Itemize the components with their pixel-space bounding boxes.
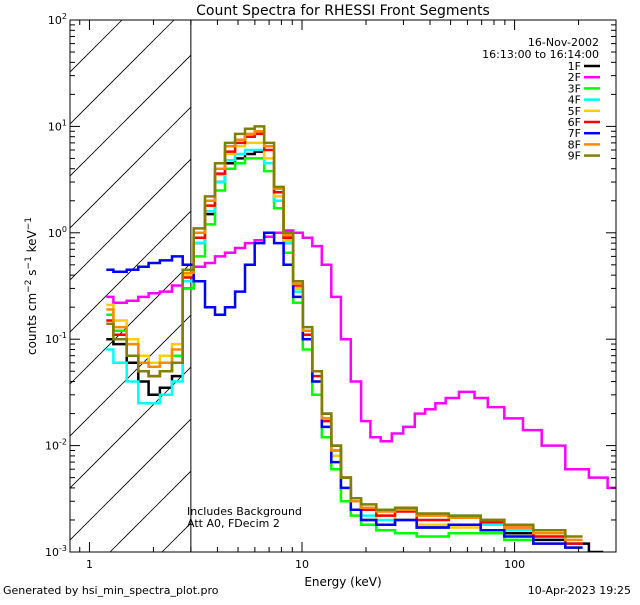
hatch-line	[70, 262, 191, 385]
legend-label-9F: 9F	[568, 150, 581, 163]
hatch-line	[70, 20, 175, 125]
y-tick-label: 101	[48, 118, 67, 133]
legend-label-5F: 5F	[568, 105, 581, 118]
hatch-line	[70, 20, 71, 21]
hatch-line	[422, 20, 640, 552]
y-tick-label: 10-3	[45, 544, 67, 559]
plot-frame	[69, 19, 617, 553]
y-axis-label: counts cm−2 s−1 keV−1	[24, 217, 39, 355]
hatch-line	[266, 20, 640, 552]
hatch-line	[109, 470, 191, 552]
footer-timestamp: 10-Apr-2023 19:25	[527, 584, 631, 597]
time-range-annotation: 16:13:00 to 16:14:00	[482, 48, 599, 61]
hatch-line	[70, 20, 123, 73]
x-tick-label: 1	[86, 558, 93, 571]
legend-label-7F: 7F	[568, 127, 581, 140]
y-tick-label: 100	[48, 225, 67, 240]
x-tick-label: 100	[504, 558, 525, 571]
legend-label-1F: 1F	[568, 60, 581, 73]
hatch-line	[70, 366, 191, 489]
hatch-line	[526, 20, 640, 552]
hatch-line	[474, 20, 640, 552]
hatch-line	[70, 54, 191, 177]
legend-label-6F: 6F	[568, 116, 581, 129]
background-note: Includes Background	[187, 505, 302, 518]
series-line-7F	[106, 231, 583, 549]
hatch-line	[70, 158, 191, 281]
series-lines	[106, 125, 616, 552]
date-annotation: 16-Nov-2002	[528, 36, 599, 49]
x-tick-label: 10	[295, 558, 309, 571]
series-line-9F	[106, 125, 583, 538]
hatch-line	[630, 20, 640, 552]
hatch-line	[70, 210, 191, 333]
legend-label-8F: 8F	[568, 138, 581, 151]
axis-ticks: 1 10 100 10-3 10-2 10-1 100 101 102	[45, 12, 617, 571]
hatch-lines	[70, 20, 640, 552]
hatch-line	[70, 106, 191, 229]
hatched-region	[70, 20, 640, 552]
y-tick-label: 10-1	[45, 331, 67, 346]
x-axis-label: Energy (keV)	[304, 575, 381, 589]
legend-label-2F: 2F	[568, 71, 581, 84]
y-tick-label: 102	[48, 12, 67, 27]
chart-title: Count Spectra for RHESSI Front Segments	[196, 3, 490, 19]
series-line-3F	[106, 157, 583, 549]
footer-generated-by: Generated by hsi_min_spectra_plot.pro	[3, 584, 219, 597]
series-line-1F	[106, 150, 604, 552]
hatch-line	[70, 418, 191, 541]
hatch-line	[70, 314, 191, 437]
y-tick-label: 10-2	[45, 438, 67, 453]
legend-label-3F: 3F	[568, 82, 581, 95]
legend-label-4F: 4F	[568, 94, 581, 107]
attenuator-note: Att A0, FDecim 2	[187, 517, 280, 530]
